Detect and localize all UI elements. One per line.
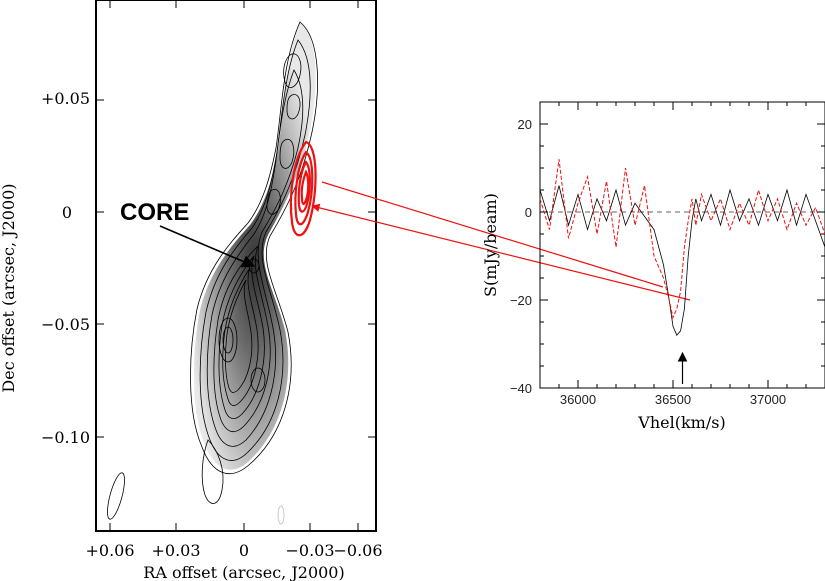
map-x-axis-label: RA offset (arcsec, J2000) xyxy=(143,563,344,581)
map-frame xyxy=(95,0,377,532)
spectrum-series-solid xyxy=(539,185,825,336)
spectrum-xtick-label: 36000 xyxy=(560,392,596,407)
spectrum-ticks xyxy=(539,101,825,389)
core-arrow xyxy=(159,225,256,268)
contour-field xyxy=(107,21,318,525)
spectrum-ytick-label: −40 xyxy=(510,381,532,396)
spectrum-panel: 20 0 −20 −40 36000 36500 37000 Vhel(km/s… xyxy=(481,101,825,432)
core-label: CORE xyxy=(120,199,189,226)
map-ytick-label: −0.10 xyxy=(41,428,90,447)
spectrum-ytick-label: 20 xyxy=(518,117,532,132)
map-ticks xyxy=(96,0,376,531)
connector-arrows xyxy=(311,181,691,301)
map-ytick-label: +0.05 xyxy=(41,89,90,108)
connector-line xyxy=(321,181,664,288)
spectrum-ytick-label: 0 xyxy=(525,205,532,220)
map-ytick-label: −0.05 xyxy=(41,315,90,334)
map-xtick-label: +0.06 xyxy=(85,541,134,560)
connector-arrow xyxy=(311,203,691,301)
spectrum-ytick-label: −20 xyxy=(510,293,532,308)
absorption-contours xyxy=(289,140,317,237)
map-xtick-label: +0.03 xyxy=(151,541,200,560)
map-xtick-label: −0.03 xyxy=(285,541,334,560)
spectrum-x-axis-label: Vhel(km/s) xyxy=(637,413,725,432)
map-xtick-label: 0 xyxy=(239,541,249,560)
spectrum-y-axis-label: S(mJy/beam) xyxy=(481,193,500,297)
map-ytick-label: 0 xyxy=(62,203,72,222)
spectrum-xtick-label: 36500 xyxy=(655,392,691,407)
spectrum-series-dashed xyxy=(539,159,825,320)
map-y-axis-label: Dec offset (arcsec, J2000) xyxy=(0,183,18,392)
map-xtick-label: −0.06 xyxy=(333,541,382,560)
spectrum-frame xyxy=(539,101,825,389)
spectrum-xtick-label: 37000 xyxy=(750,392,786,407)
jet-emission-fill xyxy=(193,22,316,470)
contour-map-panel: +0.05 0 −0.05 −0.10 +0.06 +0.03 0 −0.03 … xyxy=(0,0,383,581)
